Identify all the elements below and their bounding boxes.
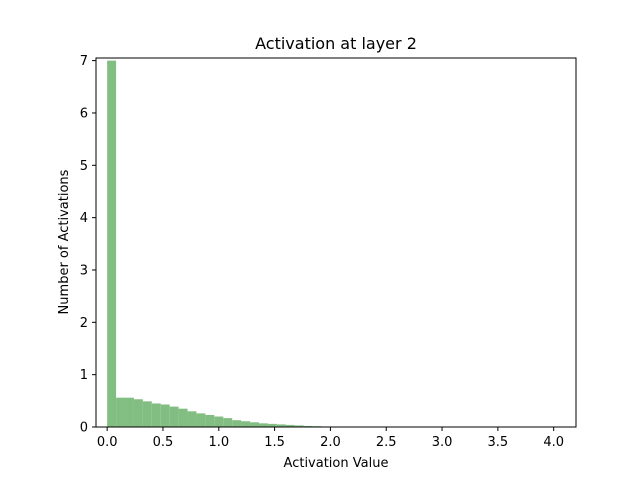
x-tick-label: 1.5 xyxy=(264,435,285,450)
histogram-bar xyxy=(214,416,224,427)
y-tick-label: 4 xyxy=(80,211,88,226)
histogram-bar xyxy=(285,424,295,427)
histogram-bar xyxy=(160,404,170,427)
y-tick-label: 6 xyxy=(80,106,88,121)
histogram-bar xyxy=(142,401,152,427)
histogram-bar xyxy=(241,421,251,427)
x-tick-label: 1.0 xyxy=(208,435,229,450)
y-tick-label: 2 xyxy=(80,316,88,331)
x-tick-label: 4.0 xyxy=(543,435,564,450)
y-tick-label: 7 xyxy=(80,54,88,69)
x-axis-ticks: 0.0 0.5 1.0 1.5 2.0 2.5 3.0 3.5 4.0 xyxy=(97,427,564,450)
histogram-bar xyxy=(178,408,188,427)
y-axis-label: Number of Activations xyxy=(57,169,72,314)
histogram-bar xyxy=(250,422,259,427)
histogram-bars xyxy=(107,60,376,428)
histogram-bar xyxy=(196,413,206,427)
x-tick-label: 2.0 xyxy=(320,435,341,450)
histogram-bar xyxy=(267,423,277,427)
histogram-bar xyxy=(232,420,242,427)
chart-title: Activation at layer 2 xyxy=(255,34,417,53)
histogram-bar xyxy=(125,397,134,427)
histogram-bar xyxy=(223,418,233,427)
y-tick-label: 3 xyxy=(80,263,88,278)
histogram-bar xyxy=(187,411,197,427)
x-tick-label: 0.5 xyxy=(153,435,174,450)
histogram-bar xyxy=(276,424,286,427)
x-tick-label: 3.0 xyxy=(432,435,453,450)
histogram-bar xyxy=(169,406,179,427)
histogram-bar xyxy=(116,397,126,427)
histogram-bar xyxy=(303,425,313,427)
y-axis-ticks: 0 1 2 3 4 5 6 7 xyxy=(80,54,96,436)
x-tick-label: 0.0 xyxy=(97,435,118,450)
y-tick-label: 5 xyxy=(80,159,88,174)
plot-frame xyxy=(95,57,577,428)
x-tick-label: 2.5 xyxy=(376,435,397,450)
histogram-bar xyxy=(294,425,304,427)
histogram-bar xyxy=(107,60,117,428)
x-tick-label: 3.5 xyxy=(488,435,509,450)
histogram-bar xyxy=(205,414,215,427)
y-tick-label: 0 xyxy=(80,421,88,436)
histogram-bar xyxy=(258,423,268,427)
histogram-bar xyxy=(133,399,143,427)
x-axis-label: Activation Value xyxy=(284,456,389,471)
histogram-bar xyxy=(151,403,161,427)
y-tick-label: 1 xyxy=(80,368,88,383)
